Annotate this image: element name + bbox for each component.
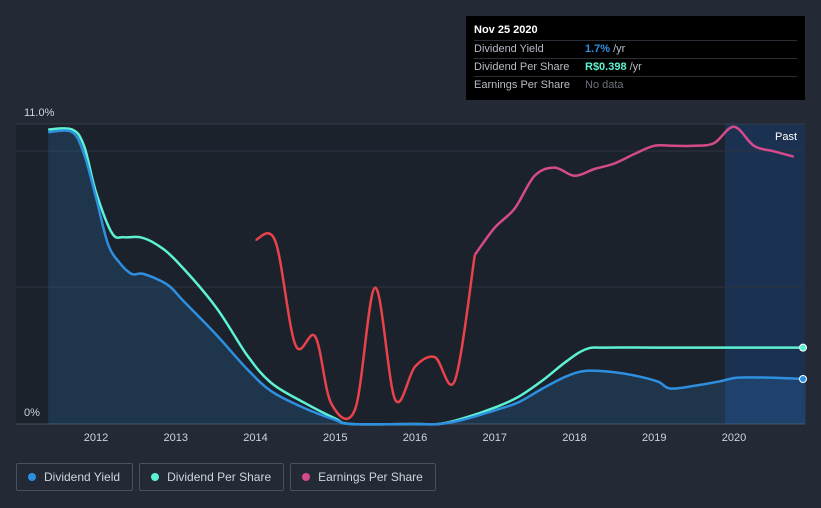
x-tick-label: 2020 — [722, 432, 746, 444]
dividend-per-share-line — [48, 127, 806, 426]
past-shade — [725, 124, 805, 424]
y-axis-top-label: 11.0% — [24, 107, 55, 119]
legend-item-dividend-per-share[interactable]: Dividend Per Share — [139, 463, 285, 491]
tooltip: Nov 25 2020 Dividend Yield 1.7% /yr Divi… — [466, 16, 805, 100]
x-tick-label: 2017 — [483, 432, 507, 444]
legend-label: Dividend Yield — [44, 470, 121, 484]
legend-label: Earnings Per Share — [318, 470, 423, 484]
x-tick-label: 2012 — [84, 432, 108, 444]
legend-dot-icon — [28, 473, 36, 481]
legend-label: Dividend Per Share — [167, 470, 272, 484]
tooltip-label: Earnings Per Share — [474, 79, 570, 91]
legend: Dividend Yield Dividend Per Share Earnin… — [16, 463, 436, 491]
earnings-per-share-line-negative — [255, 231, 477, 421]
dividend-yield-line — [48, 129, 806, 426]
dividend-yield-end-marker — [799, 375, 807, 383]
x-tick-label: 2019 — [642, 432, 666, 444]
legend-dot-icon — [302, 473, 311, 481]
earnings-per-share-line — [473, 125, 795, 256]
dividend-per-share-end-marker — [799, 343, 807, 352]
tooltip-label: Dividend Yield — [474, 43, 544, 55]
series-layer — [48, 125, 807, 426]
y-axis-bottom-label: 0% — [24, 407, 40, 419]
x-tick-label: 2013 — [164, 432, 188, 444]
x-tick-label: 2018 — [562, 432, 586, 444]
x-tick-label: 2015 — [323, 432, 347, 444]
tooltip-unit: /yr — [613, 43, 626, 55]
past-label: Past — [775, 131, 797, 143]
tooltip-date: Nov 25 2020 — [474, 24, 538, 36]
chart-area: 11.0% 0% Past 2012 2013 2014 2015 2016 2017 20… — [16, 107, 807, 444]
legend-dot-icon — [151, 473, 160, 481]
legend-item-dividend-yield[interactable]: Dividend Yield — [16, 463, 134, 491]
tooltip-nodata: No data — [585, 79, 624, 91]
tooltip-label: Dividend Per Share — [474, 61, 570, 73]
tooltip-row-dividend-yield: Dividend Yield 1.7% /yr — [474, 40, 797, 58]
x-tick-label: 2016 — [403, 432, 427, 444]
tooltip-row-earnings-per-share: Earnings Per Share No data — [474, 76, 797, 94]
dividend-yield-area — [48, 130, 806, 425]
tooltip-row-dividend-per-share: Dividend Per Share R$0.398 /yr — [474, 58, 797, 76]
tooltip-value: 1.7% — [585, 43, 611, 55]
x-tick-label: 2014 — [243, 432, 267, 444]
legend-item-earnings-per-share[interactable]: Earnings Per Share — [290, 463, 436, 491]
tooltip-unit: /yr — [629, 61, 642, 73]
x-axis-ticks: 2012 2013 2014 2015 2016 2017 2018 2019 2020 — [84, 432, 746, 444]
tooltip-value: R$0.398 — [585, 61, 627, 73]
